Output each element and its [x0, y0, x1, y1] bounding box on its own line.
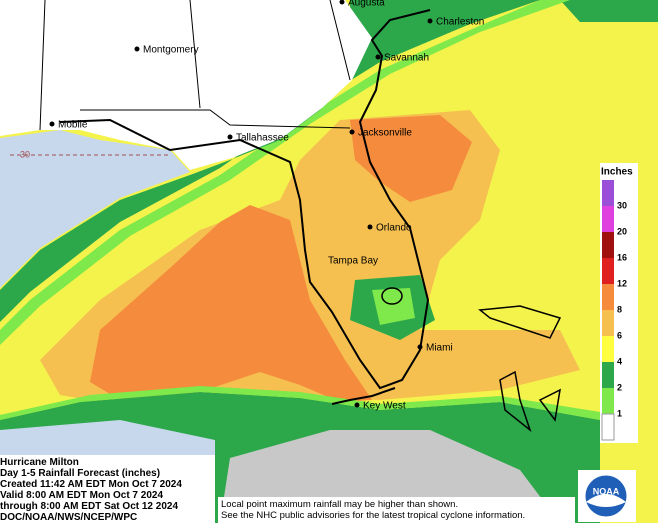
legend-label: 4 — [617, 356, 622, 366]
city-dot — [417, 344, 423, 350]
coastline — [59, 9, 431, 390]
city-label: Charleston — [436, 17, 484, 28]
city-dot — [427, 18, 433, 24]
legend-swatch — [601, 413, 615, 441]
cuba-islands — [478, 305, 562, 433]
city-label: Mobile — [58, 120, 88, 131]
legend-label: 20 — [617, 226, 627, 236]
text-line: Day 1-5 Rainfall Forecast (inches) — [0, 468, 161, 479]
legend-label: 16 — [617, 252, 627, 262]
city-label: Jacksonville — [358, 128, 412, 139]
legend-label: 12 — [617, 278, 627, 288]
legend-label: 30 — [617, 200, 627, 210]
keys — [331, 387, 396, 405]
city-dot — [375, 54, 381, 60]
legend-label: 8 — [617, 304, 622, 314]
city-label: Tallahassee — [236, 133, 289, 144]
land-north — [0, 0, 372, 170]
city-label: Miami — [426, 343, 453, 354]
legend-swatch — [602, 388, 614, 414]
legend-swatch — [602, 258, 614, 284]
state-lines — [39, 0, 351, 131]
city-dot — [134, 46, 140, 52]
legend-swatch — [602, 284, 614, 310]
legend-label: 1 — [617, 408, 622, 418]
city-label: Montgomery — [143, 45, 199, 56]
info-box: Hurricane Milton Day 1-5 Rainfall Forecas… — [0, 455, 215, 523]
text-line: through 8:00 AM EDT Sat Oct 12 2024 — [0, 501, 179, 512]
text-line: Hurricane Milton — [0, 457, 79, 468]
legend-swatch — [602, 336, 614, 362]
legend-swatch — [602, 310, 614, 336]
gulf-water — [0, 130, 190, 288]
light-green-zone — [0, 386, 600, 420]
legend-label: 2 — [617, 382, 622, 392]
city-dot — [367, 224, 373, 230]
text-line: Local point maximum rainfall may be high… — [221, 499, 459, 510]
legend-swatch — [602, 232, 614, 258]
latitude-label: 30 — [20, 149, 30, 159]
legend-swatch — [602, 362, 614, 388]
logo-text: NOAA — [593, 486, 620, 496]
city-dot — [227, 134, 233, 140]
city-dot — [349, 129, 355, 135]
lake — [381, 287, 403, 305]
city-label: Key West — [363, 401, 406, 412]
orange-zone — [90, 205, 372, 402]
legend-title: Inches — [601, 167, 633, 178]
city-label: Savannah — [384, 53, 429, 64]
footnote-box: Local point maximum rainfall may be high… — [218, 497, 575, 523]
city-dot — [354, 402, 360, 408]
city-dot — [49, 121, 55, 127]
legend-label: 6 — [617, 330, 622, 340]
city-label: Augusta — [348, 0, 385, 9]
text-line: Valid 8:00 AM EDT Mon Oct 7 2024 — [0, 490, 164, 501]
water-sw — [0, 420, 215, 455]
legend-swatch — [602, 206, 614, 232]
city-label: Orlando — [376, 223, 412, 234]
logo-wave — [586, 494, 626, 507]
green-zone — [560, 0, 658, 22]
city-dot — [339, 0, 345, 5]
city-label: Tampa Bay — [328, 256, 378, 267]
text-line: See the NHC public advisories for the la… — [221, 510, 526, 521]
text-line: Created 11:42 AM EDT Mon Oct 7 2024 — [0, 479, 182, 490]
legend-swatch — [602, 180, 614, 206]
text-line: DOC/NOAA/NWS/NCEP/WPC — [0, 512, 138, 523]
